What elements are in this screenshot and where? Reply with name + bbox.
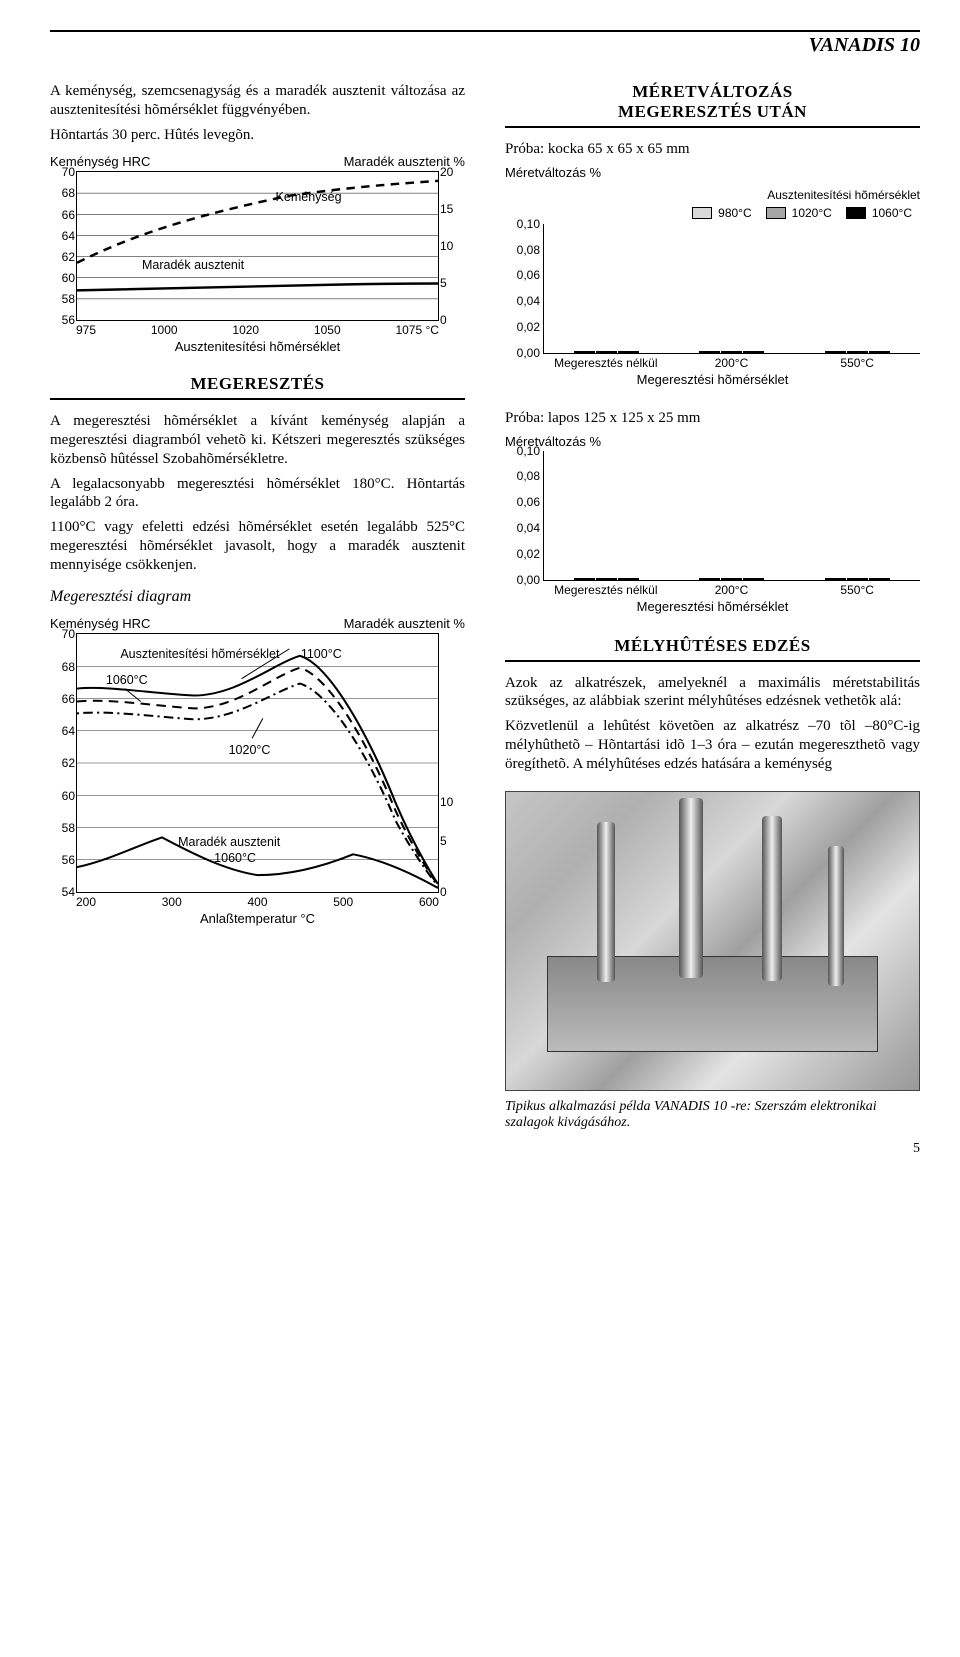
bar2-yticks: 0,100,080,060,040,020,00 [504, 451, 540, 580]
chart2-ra-temp-label: 1060°C [214, 851, 256, 865]
photo-caption: Tipikus alkalmazási példa VANADIS 10 -re… [505, 1099, 920, 1131]
intro-p1: A keménység, szemcsenagyság és a maradék… [50, 82, 465, 120]
chart1-plot-area: 7068666462605856 20151050 Keménység Mara… [76, 171, 439, 321]
size-change-title: MÉRETVÁLTOZÁS MEGERESZTÉS UTÁN [505, 82, 920, 122]
bar2-xlabels: Megeresztés nélkül200°C550°C [543, 583, 920, 597]
chart2-1100-label: 1100°C [301, 647, 342, 661]
bar1-xaxis-label: Megeresztési hõmérséklet [505, 372, 920, 387]
right-column: MÉRETVÁLTOZÁS MEGERESZTÉS UTÁN Próba: ko… [505, 82, 920, 1131]
size-title-line2: MEGERESZTÉS UTÁN [618, 102, 807, 121]
chart1-y-left-ticks: 7068666462605856 [51, 172, 75, 320]
diagram-heading: Megeresztési diagram [50, 588, 465, 606]
left-column: A keménység, szemcsenagyság és a maradék… [50, 82, 465, 1131]
bar2-xaxis-label: Megeresztési hõmérséklet [505, 599, 920, 614]
deepcool-title: MÉLYHÛTÉSES EDZÉS [505, 636, 920, 656]
application-photo [505, 791, 920, 1091]
probe1-text: Próba: kocka 65 x 65 x 65 mm [505, 140, 920, 159]
page-header-title: VANADIS 10 [50, 34, 920, 57]
chart1-x-ticks: 9751000102010501075 °C [76, 323, 439, 337]
bar1-groups [544, 224, 920, 353]
bar1-yticks: 0,100,080,060,040,020,00 [504, 224, 540, 353]
intro-p2: Hõntartás 30 perc. Hûtés levegõn. [50, 126, 465, 145]
chart1-austenite-label: Maradék ausztenit [142, 258, 244, 272]
chart2-1020-label: 1020°C [229, 743, 271, 757]
deepcool-rule [505, 660, 920, 662]
deepcool-p1: Azok az alkatrészek, amelyeknél a maximá… [505, 674, 920, 712]
header-rule [50, 30, 920, 32]
chart1-x-label: Ausztenitesítési hõmérséklet [50, 339, 465, 354]
chart2-x-label: Anlaßtemperatur °C [50, 911, 465, 926]
size-title-line1: MÉRETVÁLTOZÁS [632, 82, 793, 101]
chart2-y-right-ticks: 1050 [440, 634, 462, 892]
chart2-x-ticks: 200300400500600 [76, 895, 439, 909]
size-change-rule [505, 126, 920, 128]
page-number: 5 [50, 1141, 920, 1157]
bar2-plot: 0,100,080,060,040,020,00 [543, 451, 920, 581]
tempering-rule [50, 398, 465, 400]
chart2-ra-label: Maradék ausztenit [178, 835, 280, 849]
chart2-1060-label: 1060°C [106, 673, 148, 687]
tempering-p3: 1100°C vagy efeletti edzési hõmérséklet … [50, 518, 465, 574]
tempering-p2: A legalacsonyabb megeresztési hõmérsékle… [50, 475, 465, 513]
chart2-right-title: Maradék ausztenit % [344, 616, 465, 631]
bar2-y-title: Méretváltozás % [505, 434, 920, 449]
bar2-groups [544, 451, 920, 580]
bar-chart-1: Méretváltozás % Ausztenitesítési hõmérsé… [505, 165, 920, 387]
bar-chart-2: Méretváltozás % 0,100,080,060,040,020,00… [505, 434, 920, 614]
tempering-title: MEGERESZTÉS [50, 374, 465, 394]
chart2-plot-area: 706866646260585654 1050 Ausztenitesítési… [76, 633, 439, 893]
chart1-svg [77, 172, 438, 320]
chart1-y-right-ticks: 20151050 [440, 172, 462, 320]
probe2-text: Próba: lapos 125 x 125 x 25 mm [505, 409, 920, 428]
tempering-p1: A megeresztési hõmérséklet a kívánt kemé… [50, 412, 465, 468]
chart2-main-label: Ausztenitesítési hõmérséklet [120, 647, 279, 661]
legend-items: 980°C1020°C1060°C [505, 206, 920, 220]
bar1-plot: 0,100,080,060,040,020,00 [543, 224, 920, 354]
legend-title: Ausztenitesítési hõmérséklet [505, 188, 920, 202]
two-column-layout: A keménység, szemcsenagyság és a maradék… [50, 82, 920, 1131]
bar1-xlabels: Megeresztés nélkül200°C550°C [543, 356, 920, 370]
tempering-diagram-chart: Keménység HRC Maradék ausztenit % 706866… [50, 616, 465, 926]
deepcool-p2: Közvetlenül a lehûtést követõen az alkat… [505, 717, 920, 773]
chart1-hardness-label: Keménység [276, 190, 342, 204]
hardness-austenite-chart: Keménység HRC Maradék ausztenit % 706866… [50, 154, 465, 354]
bar1-y-title: Méretváltozás % [505, 165, 601, 180]
chart2-y-left-ticks: 706866646260585654 [51, 634, 75, 892]
